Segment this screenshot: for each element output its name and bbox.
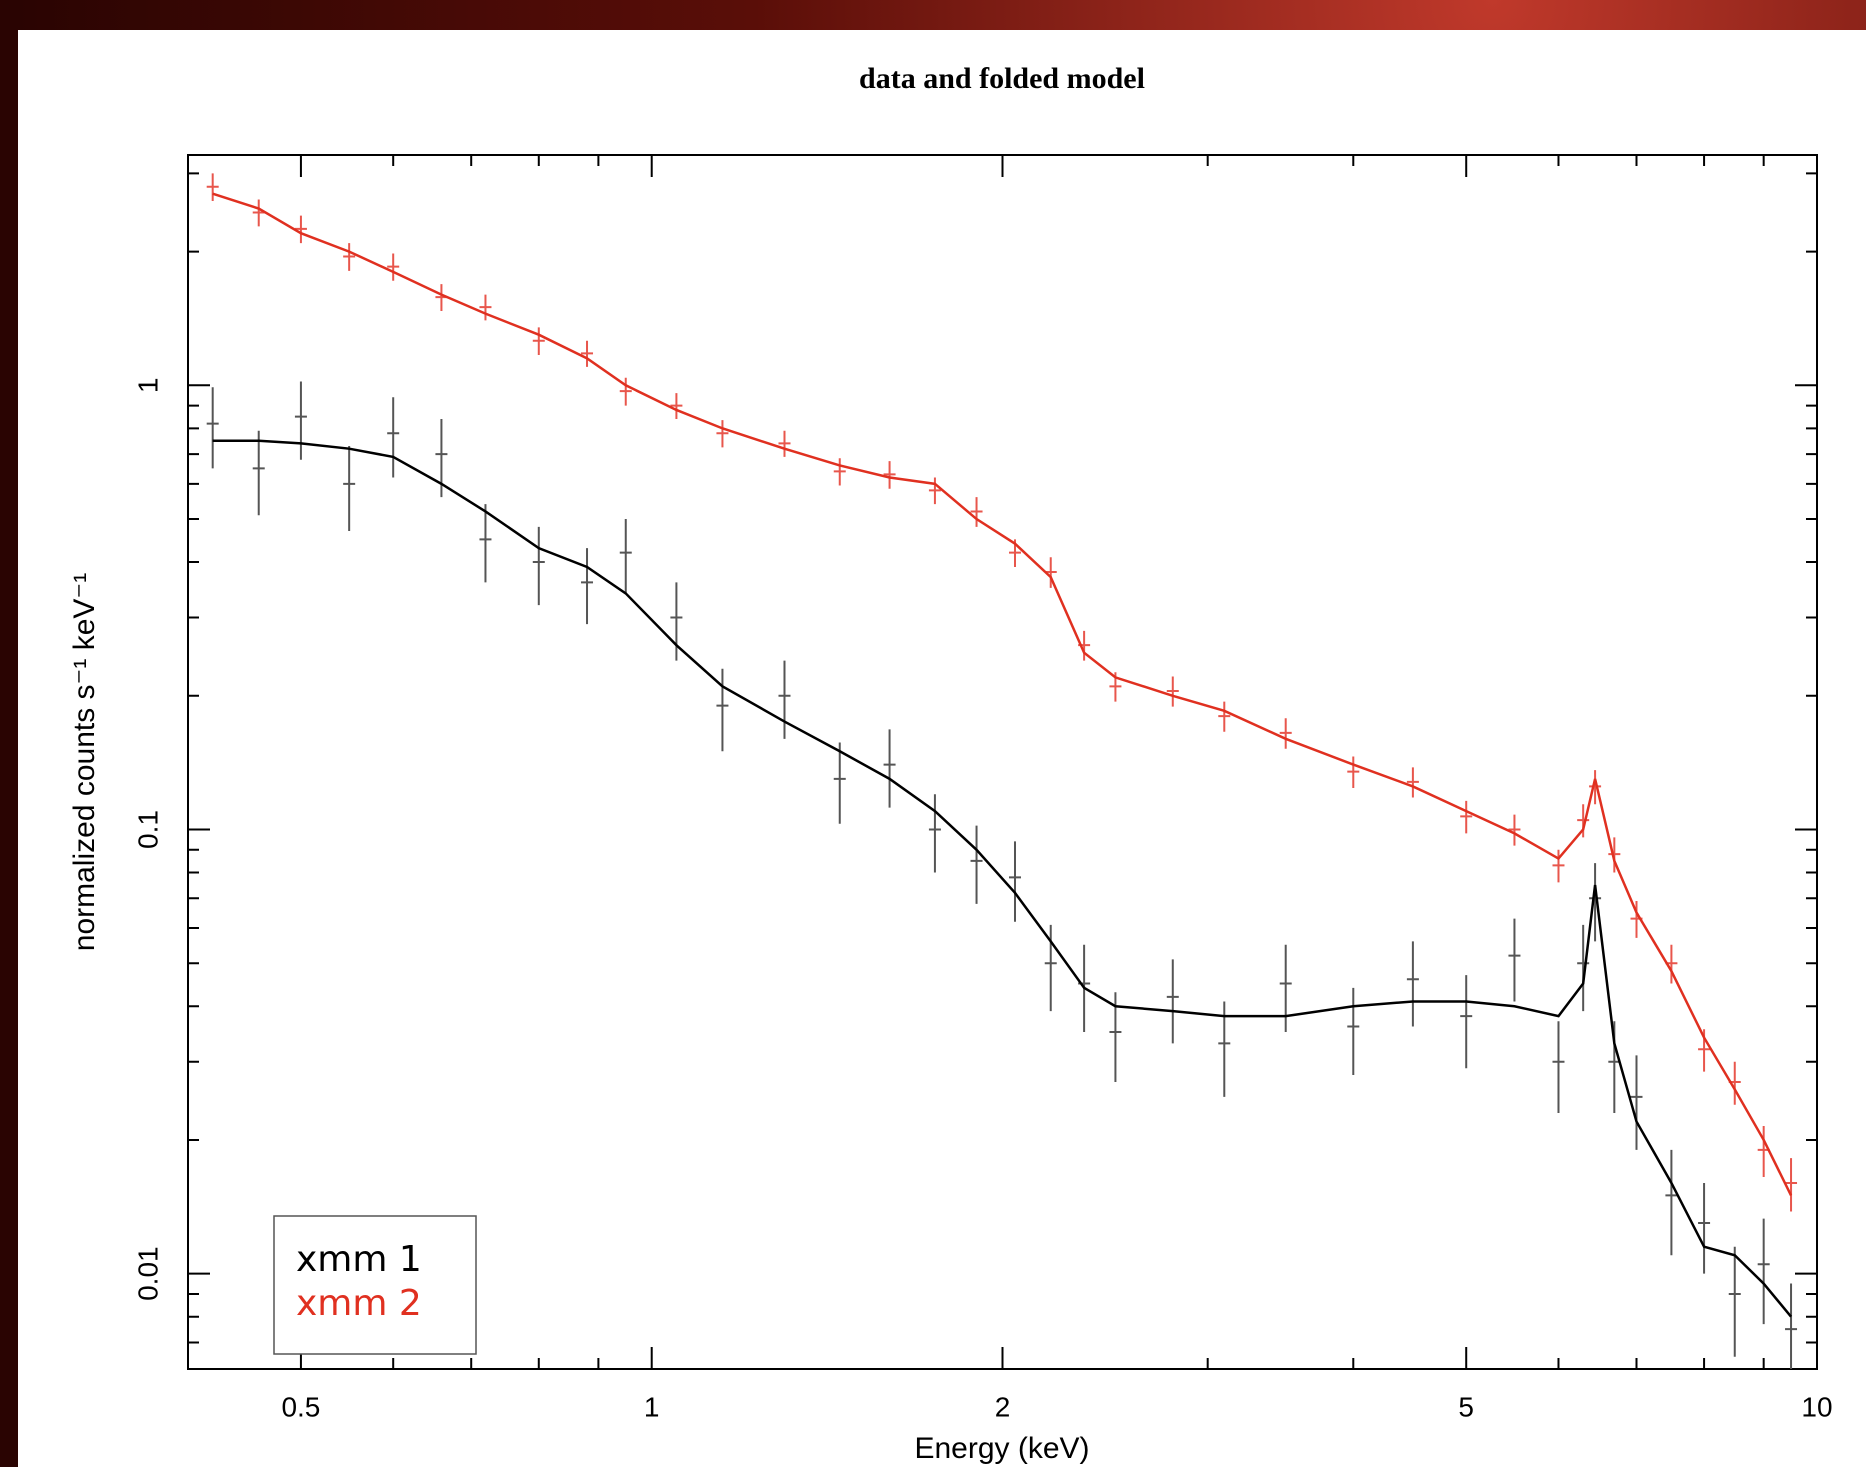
error-bar — [581, 340, 594, 367]
error-bar — [1218, 701, 1231, 732]
error-bar — [1044, 924, 1057, 1012]
error-bar — [1589, 770, 1602, 805]
error-bar — [294, 215, 307, 244]
x-tick-label: 5 — [1458, 1391, 1474, 1422]
error-bar — [833, 742, 846, 824]
error-bar — [970, 825, 983, 904]
error-bar — [1460, 800, 1473, 834]
error-bar — [670, 582, 683, 661]
error-bar — [294, 381, 307, 460]
error-bar — [343, 446, 356, 531]
error-bar — [1347, 987, 1360, 1076]
error-bar — [1785, 1158, 1798, 1212]
error-bar — [619, 519, 632, 594]
error-bar — [1347, 756, 1360, 788]
error-bar — [1757, 1218, 1770, 1325]
error-bar — [833, 458, 846, 486]
y-tick-label: 0.1 — [132, 810, 163, 849]
error-bar — [1589, 863, 1602, 942]
error-bar — [883, 461, 896, 489]
error-bar — [1279, 944, 1292, 1032]
error-bar — [928, 477, 941, 505]
plot-frame — [187, 154, 1818, 1370]
x-tick-label: 10 — [1801, 1391, 1832, 1422]
error-bar — [1552, 849, 1565, 883]
error-bar — [1009, 841, 1021, 922]
error-bar — [1665, 1149, 1678, 1256]
error-bar — [1552, 1021, 1565, 1113]
error-bar — [1460, 975, 1473, 1069]
error-bar — [206, 173, 219, 201]
error-bar — [778, 660, 791, 739]
model-line — [212, 192, 1793, 1196]
model-line — [212, 439, 1793, 1318]
x-tick-label: 0.5 — [281, 1391, 320, 1422]
error-bar — [1577, 924, 1590, 1012]
error-bar — [1166, 676, 1179, 707]
error-bar — [479, 504, 492, 583]
error-bar — [1279, 718, 1292, 749]
error-bar — [1508, 814, 1521, 846]
error-bar — [883, 729, 896, 808]
y-axis-label: normalized counts s⁻¹ keV⁻¹ — [68, 573, 101, 951]
error-bar — [387, 397, 400, 478]
error-bar — [1166, 959, 1179, 1044]
y-tick-label: 1 — [132, 378, 163, 394]
error-bar — [1406, 767, 1419, 798]
error-bar — [252, 430, 265, 516]
x-tick-label: 1 — [644, 1391, 660, 1422]
error-bar — [252, 199, 265, 227]
error-bar — [670, 393, 683, 419]
error-bar — [716, 668, 729, 752]
error-bar — [343, 243, 356, 271]
error-bar — [619, 377, 632, 406]
y-tick-label: 0.01 — [132, 1246, 163, 1301]
error-bar — [479, 294, 492, 321]
x-axis-label: Energy (keV) — [914, 1432, 1089, 1465]
legend-box — [273, 1215, 477, 1355]
error-bar — [1577, 804, 1590, 838]
error-bar — [387, 253, 400, 281]
error-bar — [1785, 1283, 1798, 1369]
error-bar — [928, 794, 941, 873]
error-bar — [1630, 1055, 1643, 1150]
error-bar — [970, 497, 983, 527]
error-bar — [206, 387, 219, 469]
error-bar — [1508, 918, 1521, 1002]
error-bar — [1698, 1182, 1711, 1274]
x-tick-label: 2 — [995, 1391, 1011, 1422]
error-bar — [1728, 1246, 1741, 1357]
legend-label: xmm 1 — [296, 1239, 422, 1280]
error-bar — [716, 420, 729, 448]
error-bar — [532, 526, 545, 606]
error-bar — [532, 327, 545, 356]
error-bar — [1608, 837, 1621, 873]
error-bar — [1406, 941, 1419, 1027]
error-bar — [778, 430, 791, 457]
error-bar — [581, 548, 594, 625]
legend-label: xmm 2 — [296, 1283, 422, 1324]
chart-title: data and folded model — [859, 62, 1145, 95]
